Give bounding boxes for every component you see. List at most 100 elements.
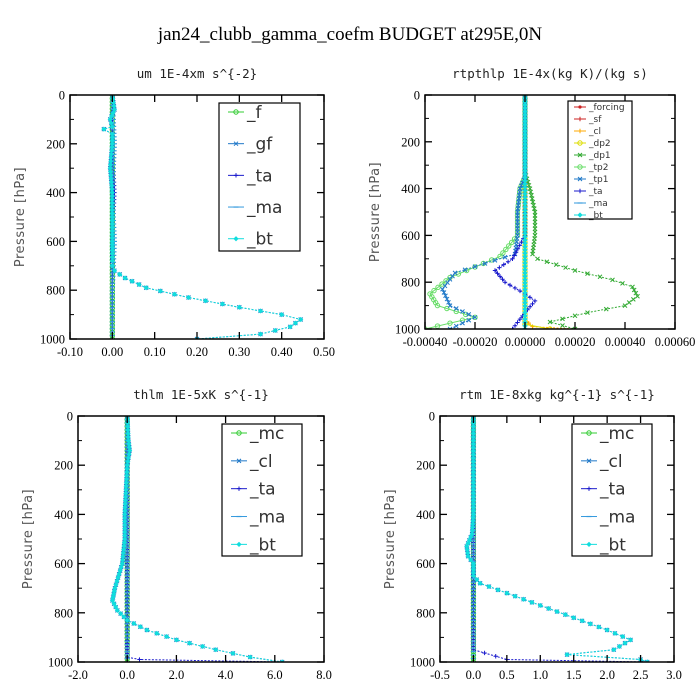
data-point [154,630,160,636]
data-point [522,309,528,316]
y-tick-label: 1000 [40,333,65,347]
data-point [109,207,115,213]
series-bt [522,95,528,329]
legend-label: _ma [599,508,635,528]
data-point [450,273,455,279]
data-point [512,323,518,328]
series-line [441,95,526,329]
data-point [630,297,636,302]
data-point [113,582,119,588]
y-axis-label: Pressure [hPa] [383,489,398,589]
data-point [465,550,471,556]
data-point [522,168,528,174]
legend-label: _dp1 [588,151,611,161]
data-point [531,206,537,212]
x-tick-label: 1.0 [532,668,548,682]
legend-label: _ma [249,508,285,528]
data-point [522,273,528,279]
legend-label: _ma [588,199,608,209]
data-point [131,620,137,627]
data-point [109,254,115,260]
data-point [453,308,459,315]
data-point [125,427,131,433]
data-point [470,494,477,500]
y-tick-label: 400 [416,508,435,522]
data-point [500,277,505,282]
legend-marker [586,486,592,491]
data-point [108,179,115,185]
data-point [118,564,124,570]
data-point [522,313,528,319]
data-point [137,657,142,662]
data-point [522,220,528,227]
series-layer [464,416,650,662]
data-point [109,224,115,231]
x-tick-label: 0.40 [271,345,293,359]
series-bt [109,416,285,662]
data-point [279,659,285,662]
series-tp1 [440,95,528,329]
data-point [124,420,131,426]
data-point [464,543,470,549]
legend-box [571,423,653,557]
data-point [447,277,453,282]
data-point [522,207,528,213]
data-point [622,303,628,308]
data-point [470,473,477,479]
data-point [122,522,128,528]
data-point [472,314,478,320]
data-point [202,298,209,304]
legend-label: _sf [588,115,602,125]
data-point [470,521,476,527]
data-point [108,155,114,161]
x-tick-label: -2.0 [68,668,88,682]
data-point [522,244,528,250]
x-tick-label: 2.0 [599,668,615,682]
data-point [522,148,528,154]
data-point [109,148,115,154]
data-point [502,254,508,260]
data-point [470,518,476,524]
data-point [522,280,528,286]
y-axis-label: Pressure [hPa] [21,489,36,589]
legend-label: _bt [249,535,276,555]
data-point [122,504,128,510]
data-point [527,186,533,191]
data-point [522,263,528,269]
data-point [123,494,129,500]
data-point [501,262,506,267]
data-point [603,306,609,312]
data-point [287,324,293,330]
data-point [560,323,565,328]
x-tick-label: 8.0 [316,668,332,682]
data-point [101,126,107,132]
data-point [122,529,128,535]
data-point [122,525,128,532]
data-point [546,605,552,612]
panel-title: thlm 1E-5xK s^{-1} [133,387,268,402]
data-point [505,259,511,264]
x-tick-label: 6.0 [267,668,283,682]
legend-label: _bt [588,211,603,221]
data-point [111,601,117,607]
data-point [604,627,610,633]
legend-marker [233,109,239,115]
legend-marker [577,140,583,146]
data-point [434,302,441,309]
data-point [492,268,498,273]
data-point [522,260,528,266]
y-tick-label: 200 [416,459,435,473]
data-point [522,112,528,118]
series-layer [425,95,640,329]
y-tick-label: 0 [414,89,420,103]
data-point [109,228,115,234]
data-point [512,285,518,291]
data-point [444,305,450,312]
data-point [109,235,115,241]
x-tick-label: -0.00020 [453,335,498,349]
data-point [470,476,477,482]
data-point [472,314,478,320]
x-tick-label: 0.00 [101,345,123,359]
data-point [520,596,527,602]
data-point [459,317,466,323]
